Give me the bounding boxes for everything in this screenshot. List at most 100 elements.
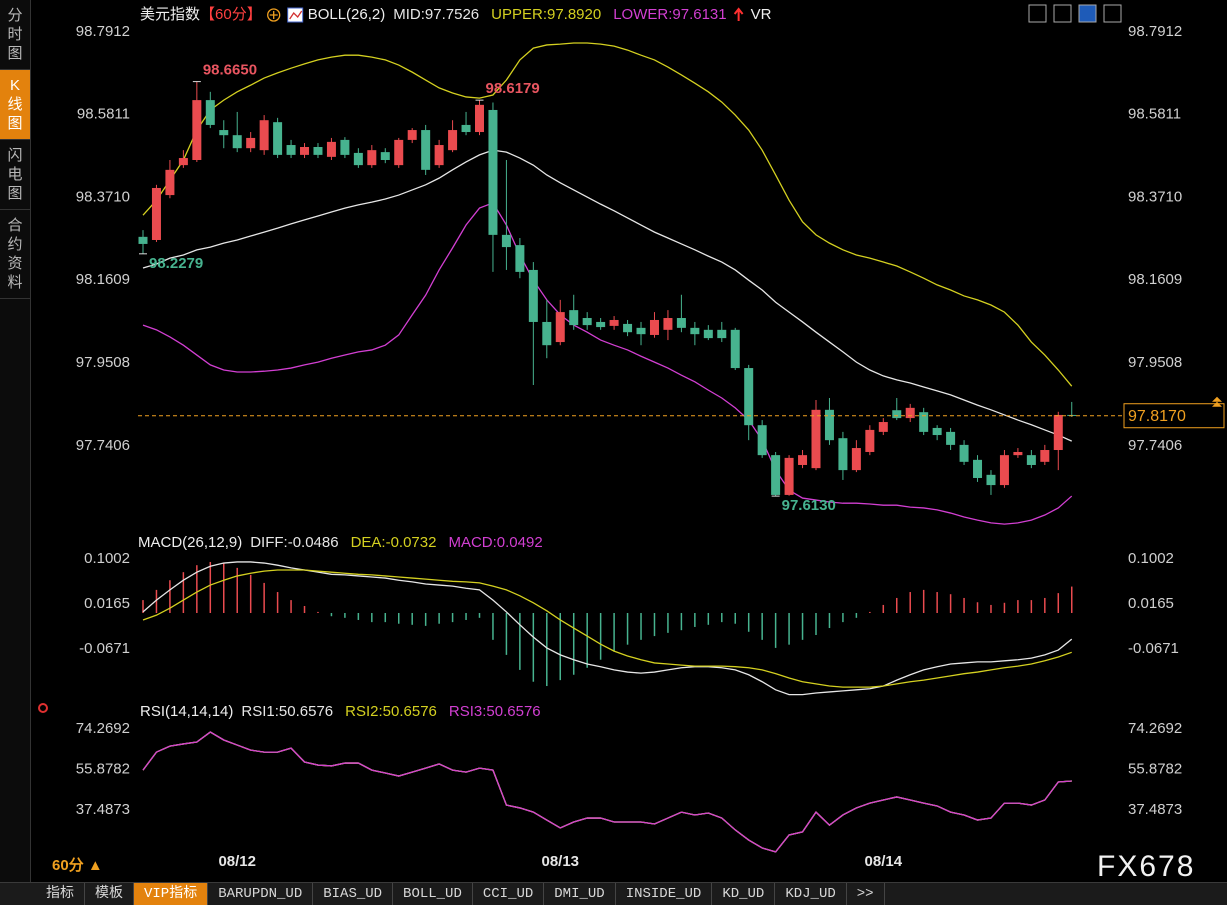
icon-button[interactable]	[1103, 4, 1122, 23]
annotation-label: 98.6179	[486, 80, 540, 97]
candle-body	[394, 139, 404, 166]
candle-body	[488, 109, 498, 235]
indicator-line	[142, 42, 1073, 387]
legend-item: DIFF:-0.0486	[250, 534, 338, 551]
y-tick-label: 74.2692	[1128, 720, 1182, 737]
candle-body	[300, 147, 310, 155]
candle-body	[475, 104, 484, 133]
candle-body	[232, 135, 242, 149]
legend-item: MID:97.7526	[393, 6, 479, 23]
sidebar: 分时图 K线图 闪电图 合约资料	[0, 0, 31, 882]
candle-body	[878, 422, 888, 432]
candle-body	[676, 318, 686, 328]
indicator-tab[interactable]: KD_UD	[712, 883, 776, 905]
candle-body	[421, 130, 431, 170]
y-tick-label: 98.5811	[1128, 106, 1181, 123]
indicator-tab[interactable]: 指标	[36, 883, 85, 905]
candle-body	[448, 130, 458, 151]
indicator-tab[interactable]: BARUPDN_UD	[208, 883, 314, 905]
y-tick-label: 0.1002	[1128, 550, 1174, 567]
candle-body	[932, 427, 942, 436]
candle-body	[663, 318, 673, 330]
candle-body	[730, 329, 740, 369]
annotation-label: 98.6650	[203, 62, 257, 79]
indicator-tab[interactable]: BIAS_UD	[313, 883, 394, 905]
last-price-box	[1123, 403, 1225, 429]
legend-item: RSI2:50.6576	[345, 703, 437, 720]
candle-body	[273, 122, 283, 155]
indicator-tab[interactable]: KDJ_UD	[775, 883, 847, 905]
candle-body	[353, 152, 363, 166]
candle-body	[959, 444, 969, 462]
icon-button[interactable]	[1053, 4, 1072, 23]
last-price-label: 97.8170	[1128, 408, 1186, 425]
sidebar-tab[interactable]: K线图	[0, 70, 30, 140]
indicator-tab[interactable]: 模板	[85, 883, 134, 905]
x-tick-label: 08/14	[865, 853, 903, 870]
legend-item: LOWER:97.6131	[613, 6, 726, 23]
y-tick-label: 98.3710	[76, 188, 130, 205]
candle-body	[582, 318, 592, 326]
indicator-line	[142, 569, 1072, 688]
candle-body	[717, 329, 727, 339]
candle-body	[690, 327, 700, 335]
y-tick-label: 37.4873	[1128, 801, 1182, 818]
candle-body	[999, 455, 1009, 486]
indicator-tab[interactable]: >>	[847, 883, 885, 905]
candle-body	[771, 455, 781, 495]
legend-item: UPPER:97.8920	[491, 6, 601, 23]
sidebar-tab[interactable]: 分时图	[0, 0, 30, 70]
candle-body	[892, 410, 902, 419]
candle-body	[649, 319, 659, 335]
sidebar-tab[interactable]: 合约资料	[0, 210, 30, 299]
candle-body	[757, 425, 767, 456]
candle-body	[219, 130, 229, 136]
indicator-tab[interactable]: BOLL_UD	[393, 883, 473, 905]
y-tick-label: 0.0165	[1128, 595, 1174, 612]
candle-body	[340, 139, 350, 155]
x-tick-label: 08/12	[218, 853, 256, 870]
sidebar-tab[interactable]: 闪电图	[0, 140, 30, 210]
candle-body	[824, 409, 834, 441]
indicator-line	[142, 561, 1073, 696]
candle-body	[515, 245, 525, 272]
candle-body	[973, 459, 983, 478]
y-tick-label: 97.9508	[76, 354, 130, 371]
y-tick-label: 0.1002	[84, 550, 130, 567]
candle-body	[609, 319, 619, 326]
y-tick-label: 97.7406	[1128, 437, 1182, 454]
indicator-tab[interactable]: VIP指标	[134, 883, 209, 905]
last-price-arrow	[1212, 396, 1222, 407]
legend-item: DEA:-0.0732	[351, 534, 437, 551]
chart-area: 60分 ▲ FX678 98.7912 98.7912 98.5811 98.5811…	[38, 4, 1225, 882]
candle-body	[501, 234, 511, 248]
chart-title: RSI(14,14,14)	[140, 703, 233, 720]
period-label[interactable]: 60分 ▲	[52, 857, 103, 874]
y-tick-label: -0.0671	[79, 640, 130, 657]
y-tick-label: -0.0671	[1128, 640, 1179, 657]
candle-body	[596, 321, 606, 328]
candle-body	[784, 457, 794, 495]
indicator-tab[interactable]: INSIDE_UD	[616, 883, 713, 905]
y-tick-label: 98.3710	[1128, 188, 1182, 205]
candle-body	[367, 150, 377, 166]
watermark: FX678	[1097, 850, 1195, 882]
y-tick-label: 55.8782	[1128, 760, 1182, 777]
indicator-icon	[289, 10, 303, 20]
candle-body	[407, 130, 417, 140]
icon-button[interactable]	[1078, 4, 1097, 23]
candle-body	[623, 323, 633, 333]
alert-arrow	[733, 7, 744, 21]
candle-body	[1053, 414, 1063, 451]
candle-body	[636, 327, 646, 335]
indicator-tab[interactable]: DMI_UD	[544, 883, 616, 905]
candle-body	[744, 368, 754, 426]
candle-body	[380, 152, 390, 161]
annotation-label: 97.6130	[782, 497, 836, 514]
indicator-tab[interactable]: CCI_UD	[473, 883, 545, 905]
candle-body	[528, 269, 538, 322]
y-tick-label: 98.1609	[76, 271, 130, 288]
icon-button[interactable]	[1028, 4, 1047, 23]
y-tick-label: 98.7912	[76, 23, 130, 40]
annotation-label: 98.2279	[149, 255, 203, 272]
